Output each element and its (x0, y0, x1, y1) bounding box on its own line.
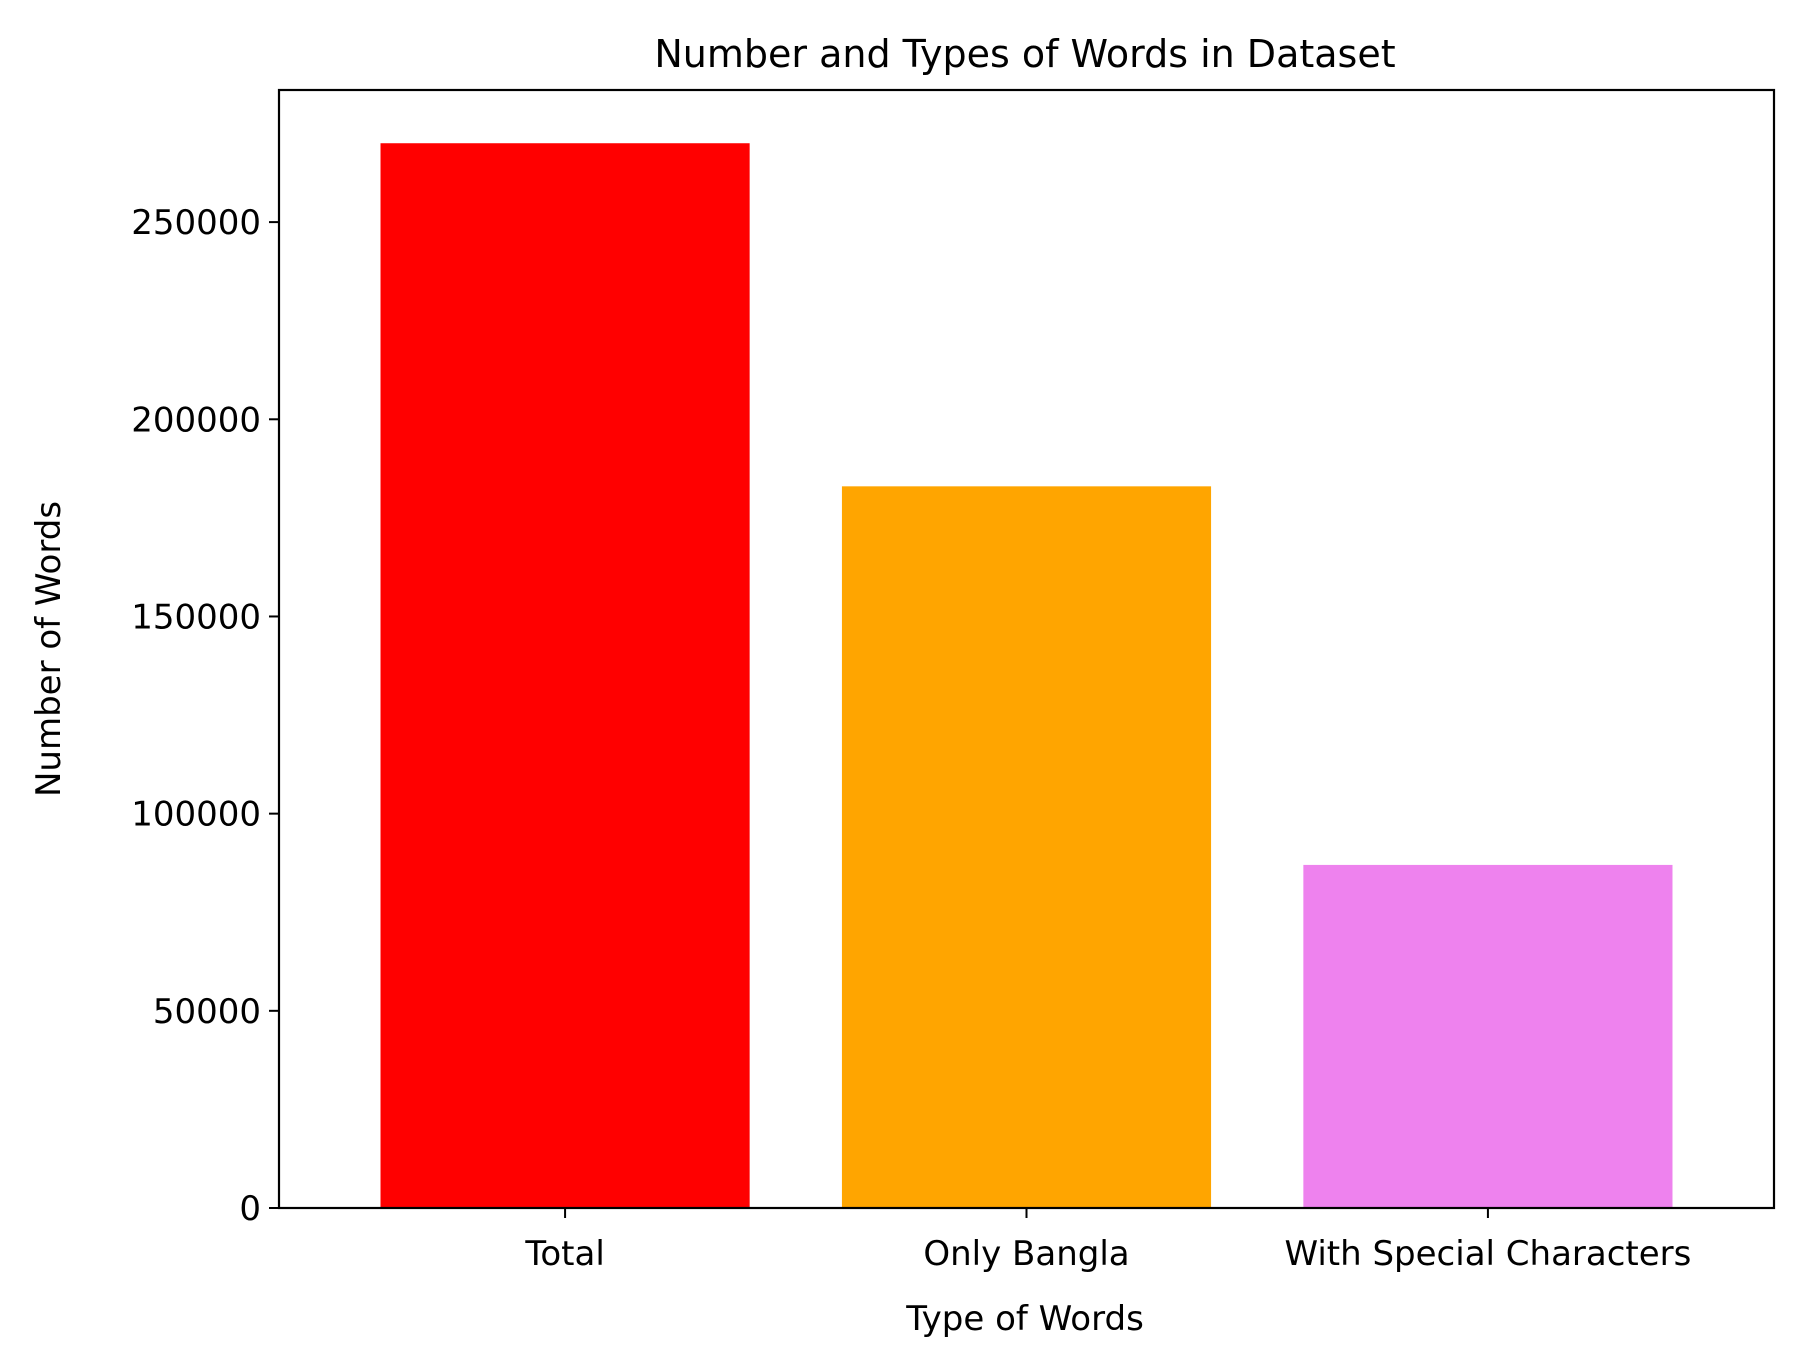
x-tick-label: Total (524, 1234, 604, 1274)
x-tick-label: With Special Characters (1284, 1234, 1691, 1274)
y-axis: 0 50000 100000 150000 200000 250000 (131, 203, 279, 1229)
bar-with-special-characters (1303, 864, 1673, 1208)
y-tick-label: 150000 (131, 597, 261, 637)
x-tick-label: Only Bangla (923, 1234, 1129, 1274)
y-tick-label: 50000 (153, 992, 261, 1032)
x-axis-label: Type of Words (905, 1299, 1144, 1339)
x-axis: Total Only Bangla With Special Characters (524, 1208, 1691, 1274)
bars-group (380, 143, 1673, 1209)
y-tick-label: 100000 (131, 795, 261, 835)
y-tick-label: 0 (239, 1189, 261, 1229)
chart-title: Number and Types of Words in Dataset (654, 32, 1395, 76)
y-axis-label: Number of Words (29, 501, 69, 797)
bar-only-bangla (841, 486, 1212, 1209)
y-tick-label: 200000 (131, 400, 261, 440)
bar-total (380, 143, 750, 1209)
y-tick-label: 250000 (131, 203, 261, 243)
